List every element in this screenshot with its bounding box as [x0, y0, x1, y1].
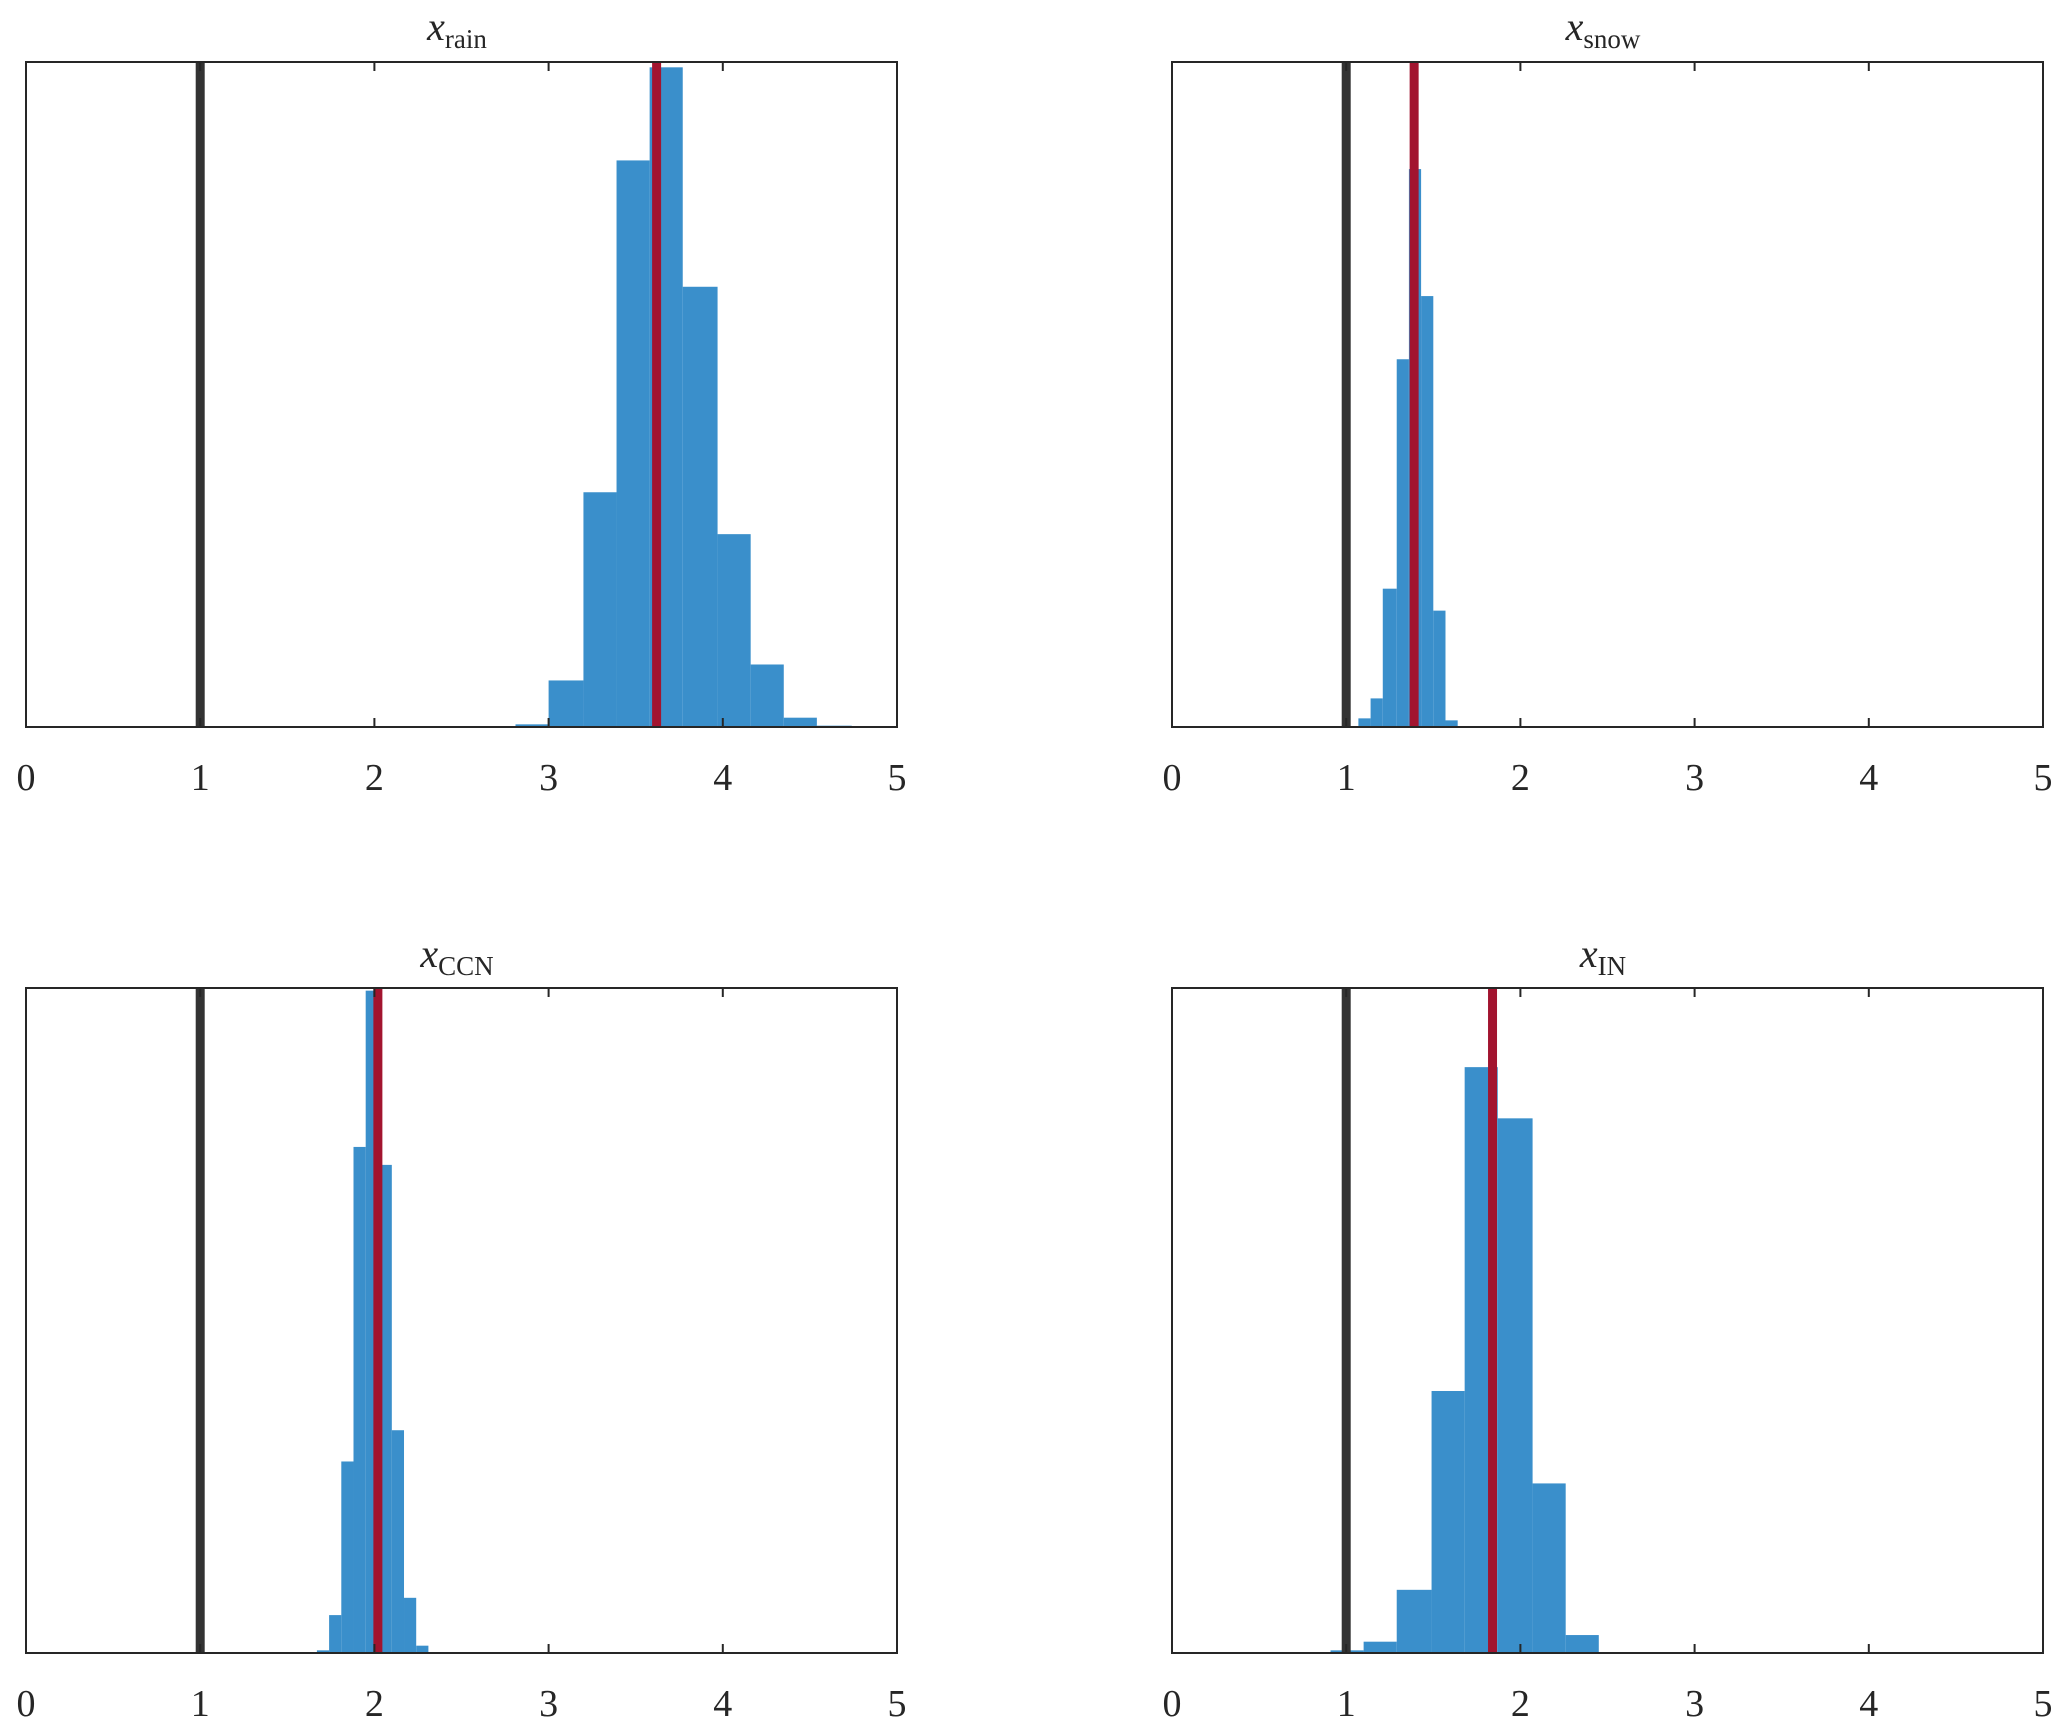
histogram-bar [1421, 296, 1434, 727]
reference-lines [195, 988, 383, 1653]
x-tick-label: 4 [713, 1683, 732, 1725]
x-tick-label: 5 [888, 757, 907, 799]
axes-box [1171, 987, 2044, 1654]
reference-lines [1341, 62, 1419, 727]
axes-box [25, 61, 898, 728]
histogram-bar [1565, 1635, 1599, 1653]
x-tick-label: 0 [1163, 1683, 1182, 1725]
histogram-bar [1445, 720, 1458, 727]
panel-title: xrain [426, 4, 487, 54]
x-tick-label: 1 [191, 1683, 210, 1725]
histogram-bar [416, 1645, 429, 1653]
histogram-bar [717, 534, 751, 727]
reference-lines [195, 62, 662, 727]
x-ticks: 0 1 2 3 4 5 [1163, 62, 2053, 799]
histogram-bar [1497, 1118, 1533, 1653]
x-ticks: 0 1 2 3 4 5 [1163, 988, 2053, 1725]
x-tick-label: 3 [1685, 1683, 1704, 1725]
histogram-bar [1382, 588, 1397, 727]
x-tick-label: 4 [1859, 757, 1878, 799]
title-subscript: IN [1598, 951, 1627, 981]
histogram-bar [515, 724, 549, 727]
panel-title: xIN [1579, 931, 1626, 981]
histogram-bar [1396, 1589, 1432, 1653]
x-tick-label: 4 [713, 757, 732, 799]
histogram-bar [1363, 1641, 1397, 1653]
x-tick-label: 0 [1163, 757, 1182, 799]
histogram-bar [1433, 610, 1446, 728]
axes-box [25, 987, 898, 1654]
title-subscript: rain [445, 24, 487, 54]
panel-title: xCCN [419, 931, 493, 981]
title-subscript: snow [1583, 24, 1641, 54]
title-symbol: x [426, 4, 445, 49]
x-tick-label: 1 [1337, 757, 1356, 799]
panel-in: xIN 0 1 2 3 4 5 [1163, 931, 2053, 1725]
histogram-bar [341, 1461, 354, 1653]
histogram-bar [750, 664, 784, 727]
histogram-bars [515, 67, 852, 728]
x-tick-label: 0 [17, 757, 36, 799]
title-symbol: x [1565, 4, 1584, 49]
x-tick-label: 1 [191, 757, 210, 799]
title-subscript: CCN [438, 951, 494, 981]
x-tick-label: 2 [1511, 757, 1530, 799]
histogram-bar [329, 1615, 342, 1653]
x-ticks: 0 1 2 3 4 5 [17, 62, 907, 799]
histogram-bar [548, 680, 584, 727]
panel-snow: xsnow 0 1 2 3 4 5 [1163, 4, 2053, 799]
x-tick-label: 3 [539, 757, 558, 799]
x-ticks: 0 1 2 3 4 5 [17, 988, 907, 1725]
panel-rain: xrain 0 1 2 3 4 5 [17, 4, 907, 799]
x-tick-label: 0 [17, 1683, 36, 1725]
panel-ccn: xCCN 0 1 2 3 4 5 [17, 931, 907, 1725]
reference-lines [1341, 988, 1498, 1653]
x-tick-label: 5 [888, 1683, 907, 1725]
histogram-bar [1532, 1483, 1566, 1653]
x-tick-label: 1 [1337, 1683, 1356, 1725]
x-tick-label: 2 [365, 757, 384, 799]
histogram-bar [583, 492, 617, 727]
histogram-bar [682, 286, 718, 727]
x-tick-label: 4 [1859, 1683, 1878, 1725]
histogram-bar [1396, 359, 1409, 727]
x-tick-label: 5 [2034, 757, 2053, 799]
x-tick-label: 2 [1511, 1683, 1530, 1725]
histogram-bar [783, 717, 817, 727]
histogram-bar [616, 160, 650, 728]
histogram-bar [1370, 698, 1383, 727]
histogram-bar [353, 1146, 366, 1653]
histogram-bar [1358, 718, 1371, 727]
x-tick-label: 3 [1685, 757, 1704, 799]
title-symbol: x [1579, 931, 1598, 976]
x-tick-label: 3 [539, 1683, 558, 1725]
axes-box [1171, 61, 2044, 728]
histogram-bar [1431, 1390, 1465, 1653]
title-symbol: x [419, 931, 438, 976]
histogram-bar [316, 1650, 330, 1653]
x-tick-label: 2 [365, 1683, 384, 1725]
panel-title: xsnow [1565, 4, 1641, 54]
histogram-bar [404, 1597, 417, 1653]
x-tick-label: 5 [2034, 1683, 2053, 1725]
histogram-bar [391, 1430, 405, 1653]
